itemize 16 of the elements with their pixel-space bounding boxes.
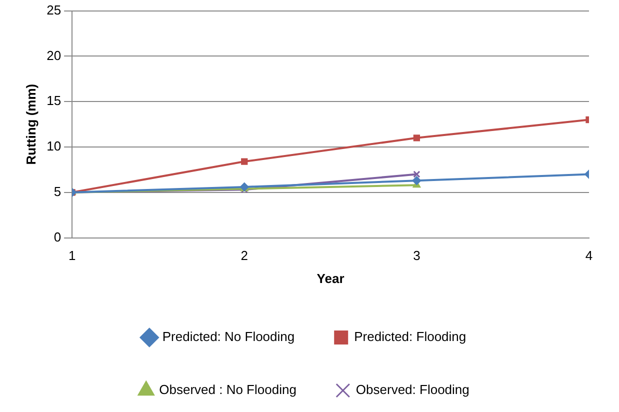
- x-axis-title: Year: [316, 270, 344, 286]
- y-tick-label: 20: [46, 48, 62, 63]
- y-tick-label: 5: [54, 184, 62, 199]
- x-tick-label: 1: [68, 248, 76, 264]
- y-tick-label: 25: [46, 2, 62, 18]
- y-axis-title: Rutting (mm): [23, 84, 38, 165]
- legend-label: Predicted: No Flooding: [162, 329, 295, 344]
- y-tick-label: 10: [46, 138, 62, 154]
- x-tick-label: 4: [585, 248, 593, 264]
- x-tick-label: 2: [240, 248, 248, 264]
- legend-label: Observed : No Flooding: [159, 382, 296, 398]
- y-tick-label: 15: [46, 93, 62, 108]
- y-tick-label: 0: [54, 229, 62, 244]
- x-tick-label: 3: [413, 248, 420, 264]
- legend-label: Predicted: Flooding: [354, 329, 466, 344]
- legend-label: Observed: Flooding: [356, 382, 470, 398]
